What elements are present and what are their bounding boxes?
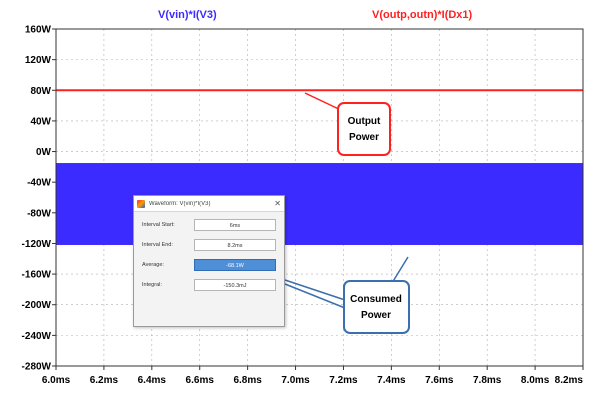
average-field[interactable]: -68.1W <box>194 259 276 271</box>
x-tick-label: 6.0ms <box>42 375 71 386</box>
x-tick-label: 6.4ms <box>138 375 167 386</box>
output-callout-line2: Power <box>349 132 379 143</box>
average-label: Average: <box>142 262 164 268</box>
y-tick-label: -40W <box>27 178 51 189</box>
dialog-title: Waveform: V(vin)*I(V3) <box>149 200 211 207</box>
y-tick-label: -120W <box>22 239 52 250</box>
x-tick-label: 7.2ms <box>329 375 358 386</box>
output-power-callout: Output Power <box>304 92 391 156</box>
consumed-power-callout: Consumed Power <box>284 256 410 334</box>
consumed-callout-leader-band <box>391 256 409 284</box>
x-tick-label: 6.6ms <box>186 375 215 386</box>
y-tick-label: 160W <box>25 25 52 36</box>
dialog-titlebar[interactable]: Waveform: V(vin)*I(V3) ✕ <box>134 196 284 212</box>
interval-end-label: Interval End: <box>142 242 173 248</box>
consumed-callout-box <box>343 280 410 334</box>
x-axis-ticks: 6.0ms 6.2ms 6.4ms 6.6ms 6.8ms 7.0ms 7.2ms 7.4ms… <box>42 366 584 386</box>
interval-start-field[interactable]: 6ms <box>194 219 276 231</box>
integral-row: Integral: -150.3mJ <box>138 278 280 292</box>
ltspice-app-icon <box>137 199 145 208</box>
close-icon[interactable]: ✕ <box>274 199 281 208</box>
consumed-callout-line2: Power <box>361 310 391 321</box>
average-row: Average: -68.1W <box>138 258 280 272</box>
x-tick-label: 7.6ms <box>425 375 454 386</box>
x-tick-label: 7.8ms <box>473 375 502 386</box>
integral-label: Integral: <box>142 282 162 288</box>
y-tick-label: -240W <box>22 331 52 342</box>
y-axis-ticks: 160W 120W 80W 40W 0W -40W -80W -120W -160W -200W -… <box>22 25 56 373</box>
dialog-body: Interval Start: 6ms Interval End: 8.2ms … <box>134 212 284 292</box>
x-tick-label: 7.4ms <box>377 375 406 386</box>
y-tick-label: -80W <box>27 208 51 219</box>
plot-frame <box>55 28 584 367</box>
interval-end-field[interactable]: 8.2ms <box>194 239 276 251</box>
y-tick-label: 40W <box>30 116 51 127</box>
interval-start-row: Interval Start: 6ms <box>138 218 280 232</box>
output-callout-box <box>337 102 391 156</box>
x-tick-label: 6.8ms <box>233 375 262 386</box>
y-tick-label: 120W <box>25 55 52 66</box>
consumed-callout-leader-dialog-b <box>284 283 346 309</box>
x-tick-label: 8.2ms <box>555 375 584 386</box>
x-tick-label: 8.0ms <box>521 375 550 386</box>
interval-start-label: Interval Start: <box>142 222 175 228</box>
waveform-measurement-dialog[interactable]: Waveform: V(vin)*I(V3) ✕ Interval Start:… <box>133 195 285 327</box>
integral-field[interactable]: -150.3mJ <box>194 279 276 291</box>
output-callout-line1: Output <box>348 116 381 127</box>
y-tick-label: -160W <box>22 270 52 281</box>
x-tick-label: 7.0ms <box>281 375 310 386</box>
y-tick-label: -280W <box>22 362 52 373</box>
y-tick-label: 0W <box>36 147 52 158</box>
interval-end-row: Interval End: 8.2ms <box>138 238 280 252</box>
consumed-callout-leader-dialog-a <box>284 279 346 301</box>
y-tick-label: 80W <box>30 86 51 97</box>
consumed-callout-line1: Consumed <box>350 294 402 305</box>
x-tick-label: 6.2ms <box>90 375 119 386</box>
legend-entry: V(outp,outn)*I(Dx1) <box>372 9 473 21</box>
legend-entry: V(vin)*I(V3) <box>158 9 217 21</box>
trace-legend: V(vin)*I(V3) V(outp,outn)*I(Dx1) <box>158 9 473 21</box>
y-tick-label: -200W <box>22 300 52 311</box>
